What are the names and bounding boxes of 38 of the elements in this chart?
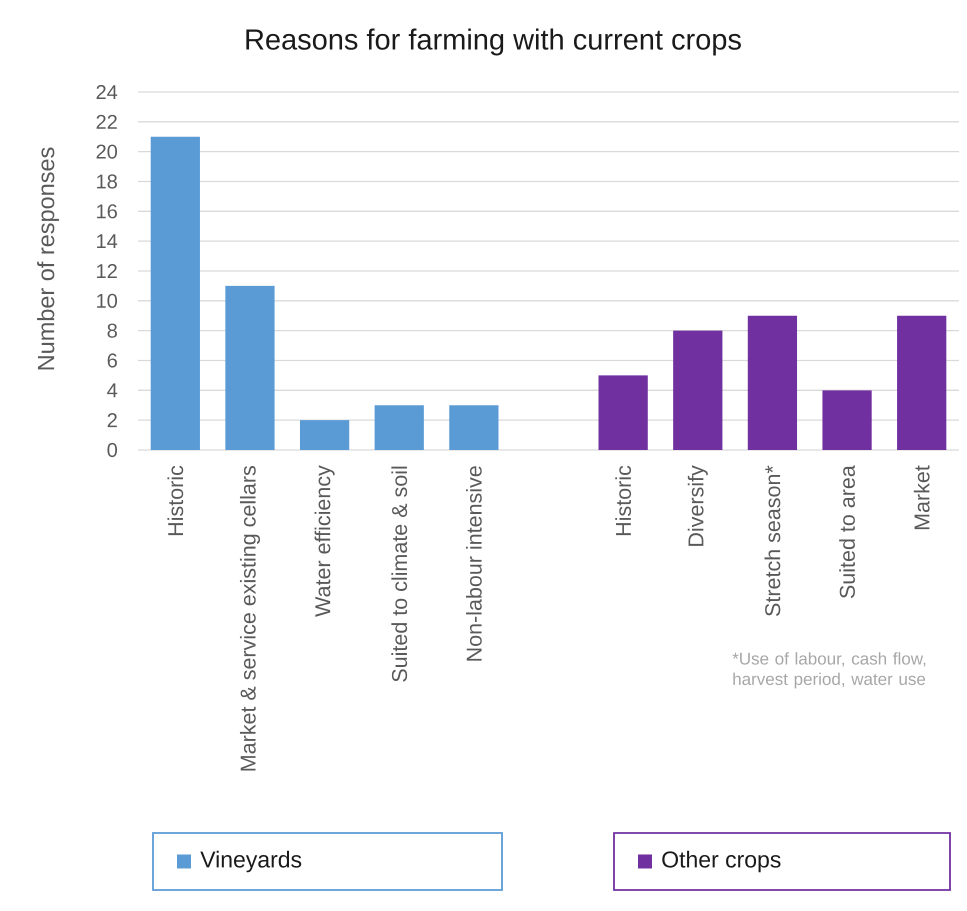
bar — [150, 136, 200, 450]
legend-label: Vineyards — [200, 850, 302, 872]
x-tick-label: Market — [914, 465, 930, 530]
y-axis-title: Number of responses — [37, 148, 59, 370]
x-tick-label: Historic — [615, 466, 632, 536]
y-tick-label: 12 — [97, 264, 117, 278]
bar — [374, 405, 424, 450]
bar — [822, 390, 872, 450]
bar — [673, 330, 722, 450]
y-tick-label: 4 — [107, 383, 118, 398]
y-tick-label: 22 — [96, 114, 117, 129]
bar — [748, 316, 798, 450]
y-tick-label: 18 — [97, 174, 117, 189]
text: *Use of labour, cash flow, harvest period, water use — [732, 652, 926, 688]
y-tick-label: 8 — [108, 324, 117, 338]
x-tick-label: Suited to climate & soil — [391, 466, 408, 682]
bar — [449, 405, 499, 450]
bar — [225, 286, 275, 450]
x-tick-label: Stretch season* — [764, 466, 780, 616]
x-tick-label: Historic — [167, 466, 184, 536]
y-tick-label: 10 — [97, 294, 118, 308]
bar — [598, 375, 648, 450]
legend-label: Other crops — [662, 850, 781, 872]
y-tick-label: 0 — [107, 442, 118, 458]
y-tick-label: 16 — [97, 204, 117, 218]
x-tick-label: Non-labour intensive — [466, 466, 482, 661]
x-tick-label: Diversify — [688, 465, 708, 546]
x-tick-label: Suited to area — [839, 465, 855, 598]
chart-title: Reasons for farming with current crops — [246, 28, 741, 56]
y-tick-label: 14 — [97, 234, 118, 248]
y-tick-label: 2 — [108, 413, 117, 428]
y-tick-label: 20 — [96, 144, 118, 159]
bar — [897, 316, 946, 450]
x-tick-label: Market & service existing cellars — [240, 466, 260, 770]
x-tick-label: Water efficiency — [314, 465, 335, 617]
y-tick-label: 6 — [108, 353, 117, 368]
bar — [300, 420, 350, 450]
y-tick-label: 24 — [96, 85, 118, 99]
